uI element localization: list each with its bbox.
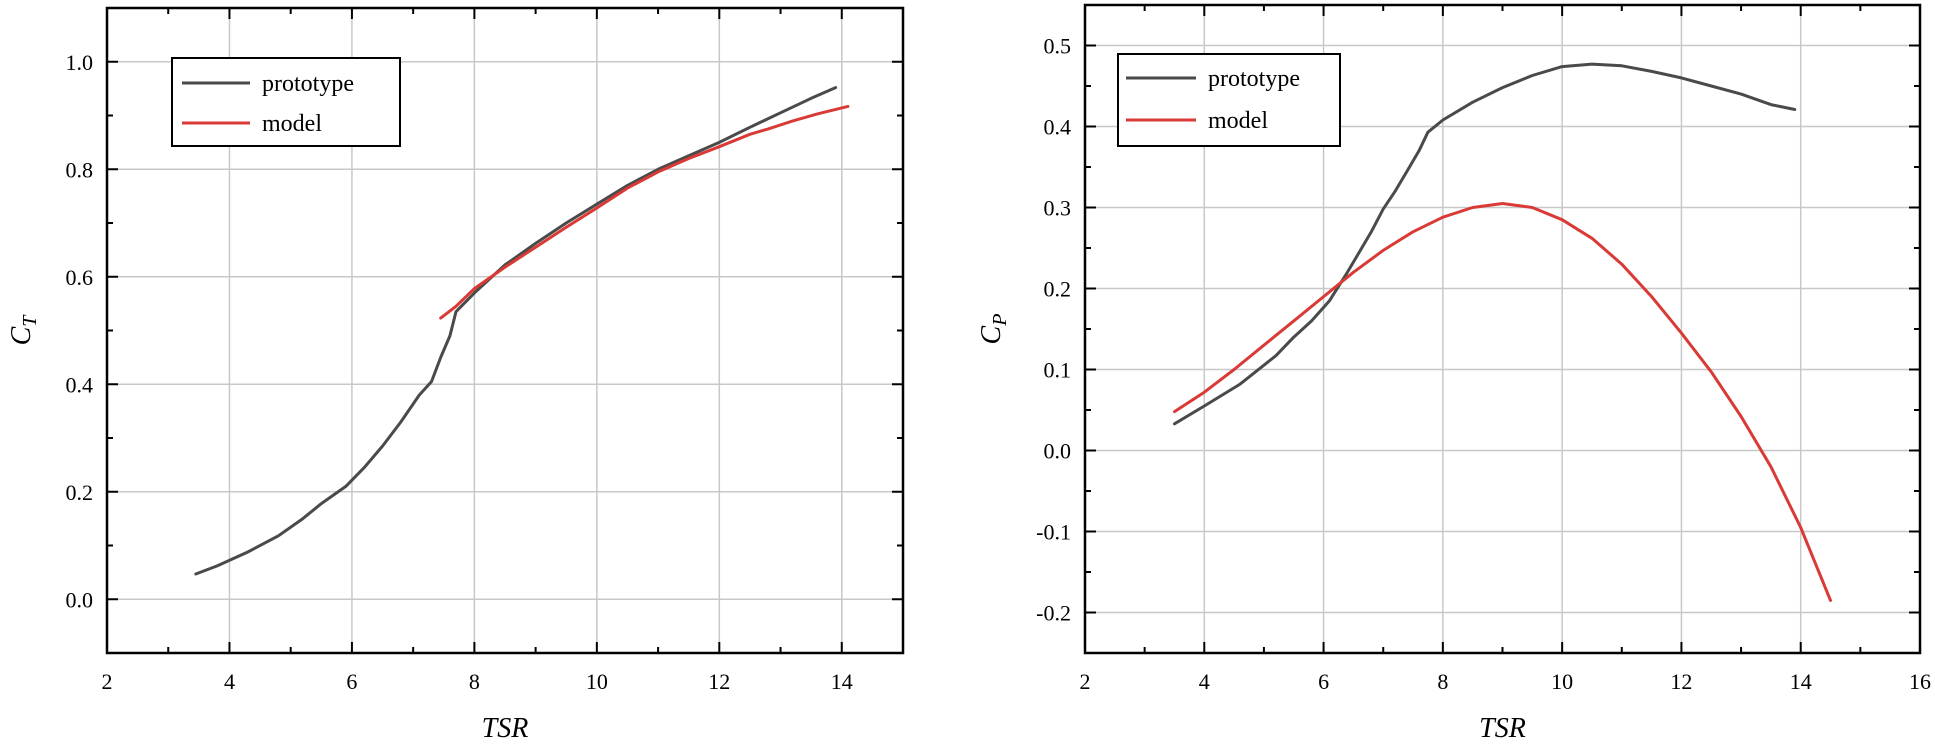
x-axis-title: TSR (1479, 713, 1526, 744)
y-tick-label: 0.2 (1044, 277, 1072, 302)
legend: prototype model (1117, 53, 1341, 147)
x-tick-label: 4 (1199, 669, 1210, 694)
series-lines (1173, 62, 1832, 602)
x-tick-labels: 2 4 6 8 10 12 14 (102, 669, 853, 694)
grid (1085, 5, 1920, 653)
x-tick-label: 14 (1790, 669, 1812, 694)
x-tick-label: 8 (469, 669, 480, 694)
x-tick-label: 4 (224, 669, 235, 694)
y-axis-title-main: C (6, 326, 37, 345)
y-tick-label: 0.8 (66, 157, 94, 182)
y-tick-label: 1.0 (66, 50, 94, 75)
x-tick-label: 6 (346, 669, 357, 694)
y-tick-label: 0.5 (1044, 34, 1072, 59)
y-tick-label: 0.4 (66, 372, 94, 397)
legend-label-prototype: prototype (262, 71, 354, 97)
x-tick-label: 2 (102, 669, 113, 694)
series-lines (194, 86, 850, 576)
series-line-prototype (194, 86, 838, 576)
y-tick-labels: -0.2 -0.1 0.0 0.1 0.2 0.3 0.4 0.5 (1036, 34, 1071, 626)
x-tick-label: 12 (1670, 669, 1692, 694)
legend: prototype model (171, 57, 401, 147)
x-tick-label: 16 (1909, 669, 1931, 694)
y-tick-label: 0.2 (66, 480, 94, 505)
y-tick-label: -0.2 (1036, 601, 1071, 626)
y-tick-label: 0.6 (66, 265, 94, 290)
axis-ticks (1084, 4, 1921, 654)
series-line-model (439, 104, 850, 320)
x-tick-labels: 2 4 6 8 10 12 14 16 (1080, 669, 1932, 694)
axis-ticks (106, 7, 904, 654)
y-axis-title-main: C (976, 325, 1007, 344)
legend-box (171, 57, 401, 147)
y-tick-labels: 0.0 0.2 0.4 0.6 0.8 1.0 (66, 50, 94, 613)
grid (107, 8, 903, 653)
x-tick-label: 10 (1551, 669, 1573, 694)
x-tick-label: 10 (586, 669, 608, 694)
y-tick-label: 0.0 (1044, 439, 1072, 464)
legend-label-model: model (262, 111, 322, 137)
y-axis-title: CT (6, 314, 41, 346)
y-axis-title-subscript: P (989, 314, 1011, 327)
y-tick-label: 0.3 (1044, 196, 1072, 221)
series-line-model (1173, 202, 1832, 602)
x-tick-label: 2 (1080, 669, 1091, 694)
chart-power-coefficient: 2 4 6 8 10 12 14 16 -0.2-0.10.00.10.20.30.40.5 … (976, 3, 1932, 744)
y-tick-label: 0.4 (1044, 115, 1072, 140)
legend-box (1117, 53, 1341, 147)
y-tick-label: 0.0 (66, 587, 94, 612)
x-tick-label: 14 (831, 669, 853, 694)
x-tick-label: 12 (708, 669, 730, 694)
series-line-prototype (1173, 62, 1797, 426)
y-axis-title-subscript: T (19, 314, 41, 327)
x-tick-label: 8 (1437, 669, 1448, 694)
legend-label-model: model (1208, 108, 1268, 134)
y-tick-label: -0.1 (1036, 520, 1071, 545)
chart-thrust-coefficient: 2 4 6 8 10 12 14 0.0 0.2 0.4 0.6 0.8 1.0 TSR CT pro… (6, 6, 905, 744)
legend-label-prototype: prototype (1208, 66, 1300, 92)
x-tick-label: 6 (1318, 669, 1329, 694)
x-axis-title: TSR (482, 713, 529, 744)
y-axis-title: CP (976, 314, 1011, 345)
y-tick-label: 0.1 (1044, 358, 1072, 383)
